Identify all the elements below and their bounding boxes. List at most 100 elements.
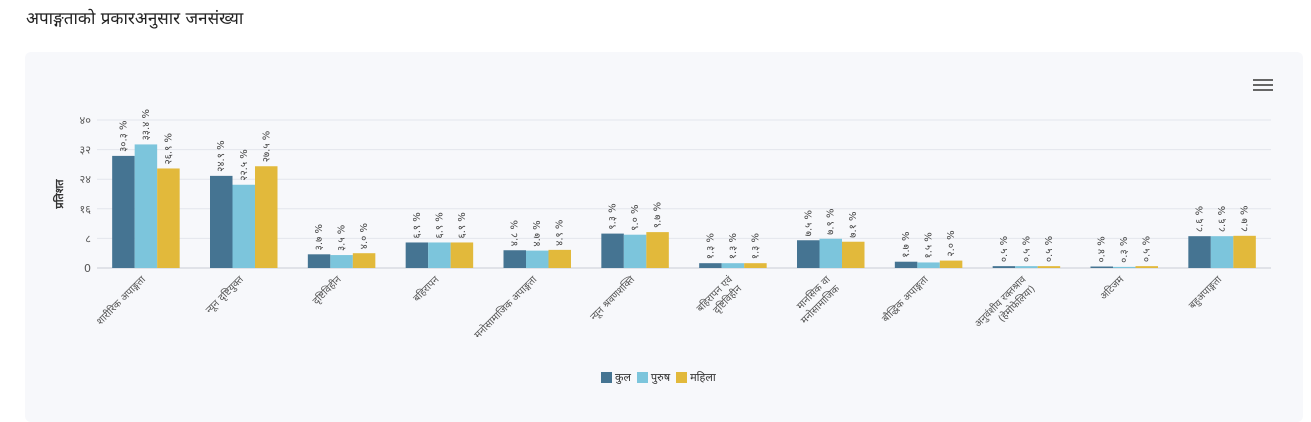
category-label: मानसिक वामनोसामाजिक bbox=[789, 273, 842, 326]
bar bbox=[157, 168, 180, 268]
data-label: ४.८ % bbox=[510, 220, 521, 246]
bar bbox=[917, 262, 940, 268]
y-axis-title: प्रतिशत bbox=[52, 179, 66, 210]
data-label: ३३.४ % bbox=[141, 109, 152, 140]
bar bbox=[1210, 236, 1234, 268]
bar bbox=[232, 184, 255, 268]
bar bbox=[307, 254, 331, 268]
bar bbox=[601, 233, 624, 268]
data-label: ७.५ % bbox=[803, 210, 814, 236]
data-label: २२.५ % bbox=[239, 149, 250, 180]
data-label: ९.३ % bbox=[608, 203, 619, 229]
y-tick-label: ३२ bbox=[80, 144, 91, 157]
bar bbox=[210, 175, 233, 268]
bar bbox=[699, 263, 722, 268]
data-label: २७.५ % bbox=[261, 131, 272, 162]
category-label: बहिरापन एवंदृष्टिविहीन bbox=[694, 273, 744, 323]
data-label: ८.६ % bbox=[1195, 206, 1206, 232]
legend-swatch bbox=[636, 372, 648, 383]
data-label: १.३ % bbox=[750, 233, 761, 259]
category-label: बहिरापन bbox=[411, 273, 442, 304]
bar bbox=[1113, 266, 1136, 268]
y-tick-label: १६ bbox=[80, 203, 92, 216]
category-label: मनोसामाजिक अपाङ्गता bbox=[472, 273, 540, 341]
bar bbox=[992, 266, 1016, 268]
category-label: बौद्धिक अपाङ्गता bbox=[880, 273, 931, 324]
legend-swatch bbox=[601, 372, 612, 383]
data-label: ६.९ % bbox=[457, 212, 468, 238]
bar bbox=[623, 234, 647, 268]
bar bbox=[1188, 236, 1211, 268]
hamburger-menu-icon[interactable] bbox=[1253, 79, 1273, 95]
y-tick-label: ८ bbox=[85, 232, 91, 245]
data-label: ६.९ % bbox=[434, 212, 445, 238]
bar bbox=[503, 250, 526, 268]
data-label: ९.० % bbox=[630, 204, 641, 230]
bar-chart: 0 ८ १६ २४ ३२ ४० प्रतिशत ३०.३ % ३३.४ % २६.९ % शारीर… bbox=[52, 109, 1271, 341]
data-label: ६.९ % bbox=[412, 212, 423, 238]
bar bbox=[1090, 266, 1113, 268]
y-tick-label: २४ bbox=[80, 173, 92, 186]
legend-item[interactable]: पुरुष bbox=[636, 370, 671, 385]
data-label: ४.९ % bbox=[555, 220, 566, 246]
bar bbox=[939, 260, 963, 268]
data-label: ३.७ % bbox=[314, 224, 325, 250]
bar bbox=[842, 241, 865, 268]
bar bbox=[721, 263, 745, 268]
bar bbox=[450, 242, 474, 268]
chart-card: 0 ८ १६ २४ ३२ ४० प्रतिशत ३०.३ % ३३.४ % २६.९ % शारीर… bbox=[25, 52, 1303, 422]
category-label: न्यून दृष्टियुक्त bbox=[203, 273, 246, 316]
data-label: १.५ % bbox=[924, 232, 935, 258]
legend-label: कुल bbox=[615, 371, 631, 384]
bar bbox=[819, 238, 842, 268]
data-label: ७.९ % bbox=[826, 209, 837, 235]
data-label: ०.५ % bbox=[1044, 236, 1055, 262]
bar bbox=[797, 240, 820, 268]
bar bbox=[428, 242, 451, 268]
category-label: दृष्टिविहीन bbox=[310, 273, 344, 307]
data-label: ०.४ % bbox=[1097, 236, 1108, 262]
category-label: बहुअपाङ्गता bbox=[1187, 274, 1225, 312]
data-label: ७.१ % bbox=[848, 211, 859, 237]
chart-legend: कुल पुरुष महिला bbox=[601, 370, 716, 385]
category-label: अटिजम bbox=[1098, 273, 1127, 302]
data-label: १.३ % bbox=[728, 233, 739, 259]
legend-item[interactable]: महिला bbox=[676, 370, 716, 385]
data-label: ४.७ % bbox=[532, 220, 543, 246]
y-tick-label: ४० bbox=[80, 114, 92, 127]
legend-item[interactable]: कुल bbox=[601, 370, 631, 385]
category-label: शारीरिक अपाङ्गता bbox=[94, 273, 148, 327]
data-label: ३०.३ % bbox=[118, 120, 129, 151]
data-label: ८.६ % bbox=[1217, 206, 1228, 232]
bar bbox=[330, 255, 353, 268]
bar bbox=[894, 261, 918, 268]
bar bbox=[1233, 235, 1256, 268]
data-label: ४.० % bbox=[359, 223, 370, 249]
data-label: ३.५ % bbox=[337, 225, 348, 251]
legend-label: महिला bbox=[690, 371, 716, 384]
data-label: १.३ % bbox=[705, 233, 716, 259]
category-label: न्यून श्रवणशक्ति bbox=[588, 273, 638, 323]
bar bbox=[1037, 266, 1061, 268]
data-label: ०.५ % bbox=[1142, 236, 1153, 262]
bar bbox=[1135, 266, 1158, 268]
bar bbox=[1015, 266, 1038, 268]
bar bbox=[405, 242, 429, 268]
data-label: २४.९ % bbox=[216, 140, 227, 171]
bar bbox=[134, 144, 158, 268]
bar bbox=[744, 263, 767, 268]
legend-label: पुरुष bbox=[650, 371, 671, 384]
data-label: ८.७ % bbox=[1240, 206, 1251, 232]
data-label: ९.७ % bbox=[653, 202, 664, 228]
bar bbox=[112, 155, 135, 268]
legend-swatch bbox=[676, 372, 688, 383]
data-label: ०.३ % bbox=[1119, 237, 1130, 263]
data-label: २६.९ % bbox=[163, 133, 174, 164]
bar bbox=[352, 253, 376, 268]
data-label: १.७ % bbox=[901, 231, 912, 257]
bar bbox=[255, 166, 278, 268]
data-label: २.० % bbox=[946, 230, 957, 256]
bar bbox=[526, 250, 549, 268]
page-title: अपाङ्गताको प्रकारअनुसार जनसंख्या bbox=[26, 9, 244, 29]
category-label: अनुवंशीय रक्तश्राव(हेमोफेलिया) bbox=[972, 273, 1038, 339]
